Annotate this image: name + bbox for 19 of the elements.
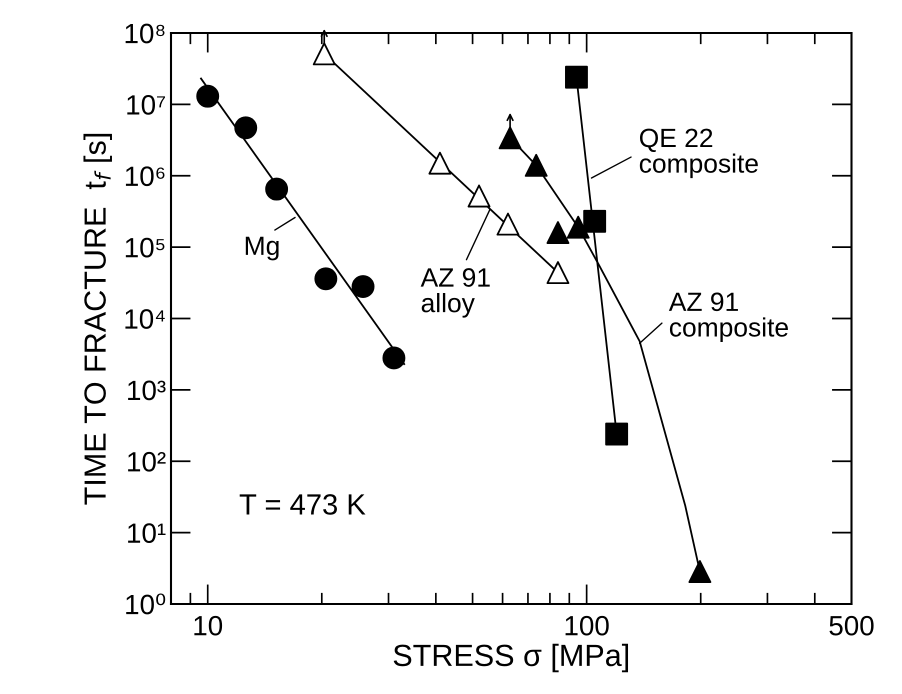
y-axis-title: TIME TO FRACTURE t$_{f}$ [s] xyxy=(83,134,112,505)
y-tick-label: 10⁵ xyxy=(126,238,164,258)
y-tick-label: 10⁶ xyxy=(126,166,164,186)
annotation: QE 22 composite xyxy=(640,128,758,178)
y-tick-label: 10⁷ xyxy=(127,95,166,115)
x-axis-title: STRESS σ [MPa] xyxy=(394,644,628,672)
y-tick-label: 10² xyxy=(128,452,166,472)
y-tick-label: 10³ xyxy=(128,380,166,400)
y-tick-label: 10⁰ xyxy=(126,593,166,614)
x-tick-label: 500 xyxy=(829,616,874,636)
annotation: T = 473 K xyxy=(240,494,366,515)
y-tick-label: 10⁴ xyxy=(125,309,165,329)
annotation: Mg xyxy=(246,236,279,260)
annotation: AZ 91 composite xyxy=(668,292,788,342)
y-tick-label: 10¹ xyxy=(128,523,166,543)
x-tick-label: 10 xyxy=(194,616,222,636)
x-tick-label: 100 xyxy=(566,616,609,636)
y-tick-label: 10⁸ xyxy=(126,24,164,44)
annotation: AZ 91 alloy xyxy=(420,268,490,318)
